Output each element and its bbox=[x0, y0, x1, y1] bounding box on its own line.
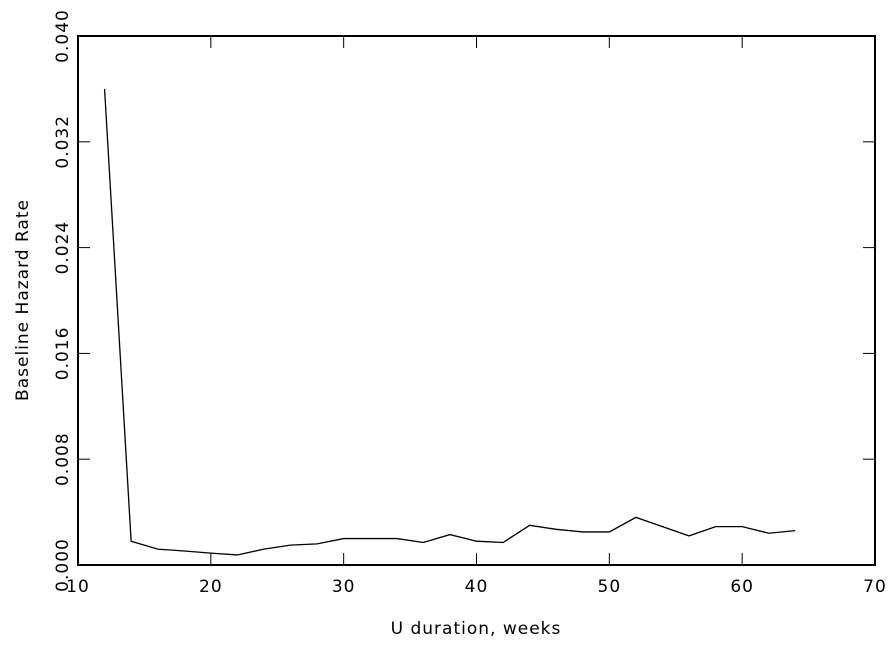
x-tick-label: 70 bbox=[863, 577, 887, 597]
x-axis-title: U duration, weeks bbox=[391, 619, 562, 639]
x-tick-label: 30 bbox=[332, 577, 356, 597]
data-line bbox=[103, 88, 796, 556]
y-tick-label: 0.024 bbox=[53, 221, 73, 275]
y-axis-title: Baseline Hazard Rate bbox=[13, 199, 33, 401]
y-tick-label: 0.040 bbox=[53, 9, 73, 63]
x-tick-label: 50 bbox=[598, 577, 622, 597]
x-tick-label: 60 bbox=[730, 577, 754, 597]
x-tick-label: 40 bbox=[465, 577, 489, 597]
x-tick-label: 10 bbox=[66, 577, 90, 597]
y-tick-label: 0.008 bbox=[53, 432, 73, 486]
y-tick-label: 0.000 bbox=[53, 538, 73, 592]
plot-frame bbox=[77, 35, 876, 566]
y-tick-label: 0.016 bbox=[53, 327, 73, 381]
y-tick-label: 0.032 bbox=[53, 115, 73, 169]
x-tick-label: 20 bbox=[199, 577, 223, 597]
